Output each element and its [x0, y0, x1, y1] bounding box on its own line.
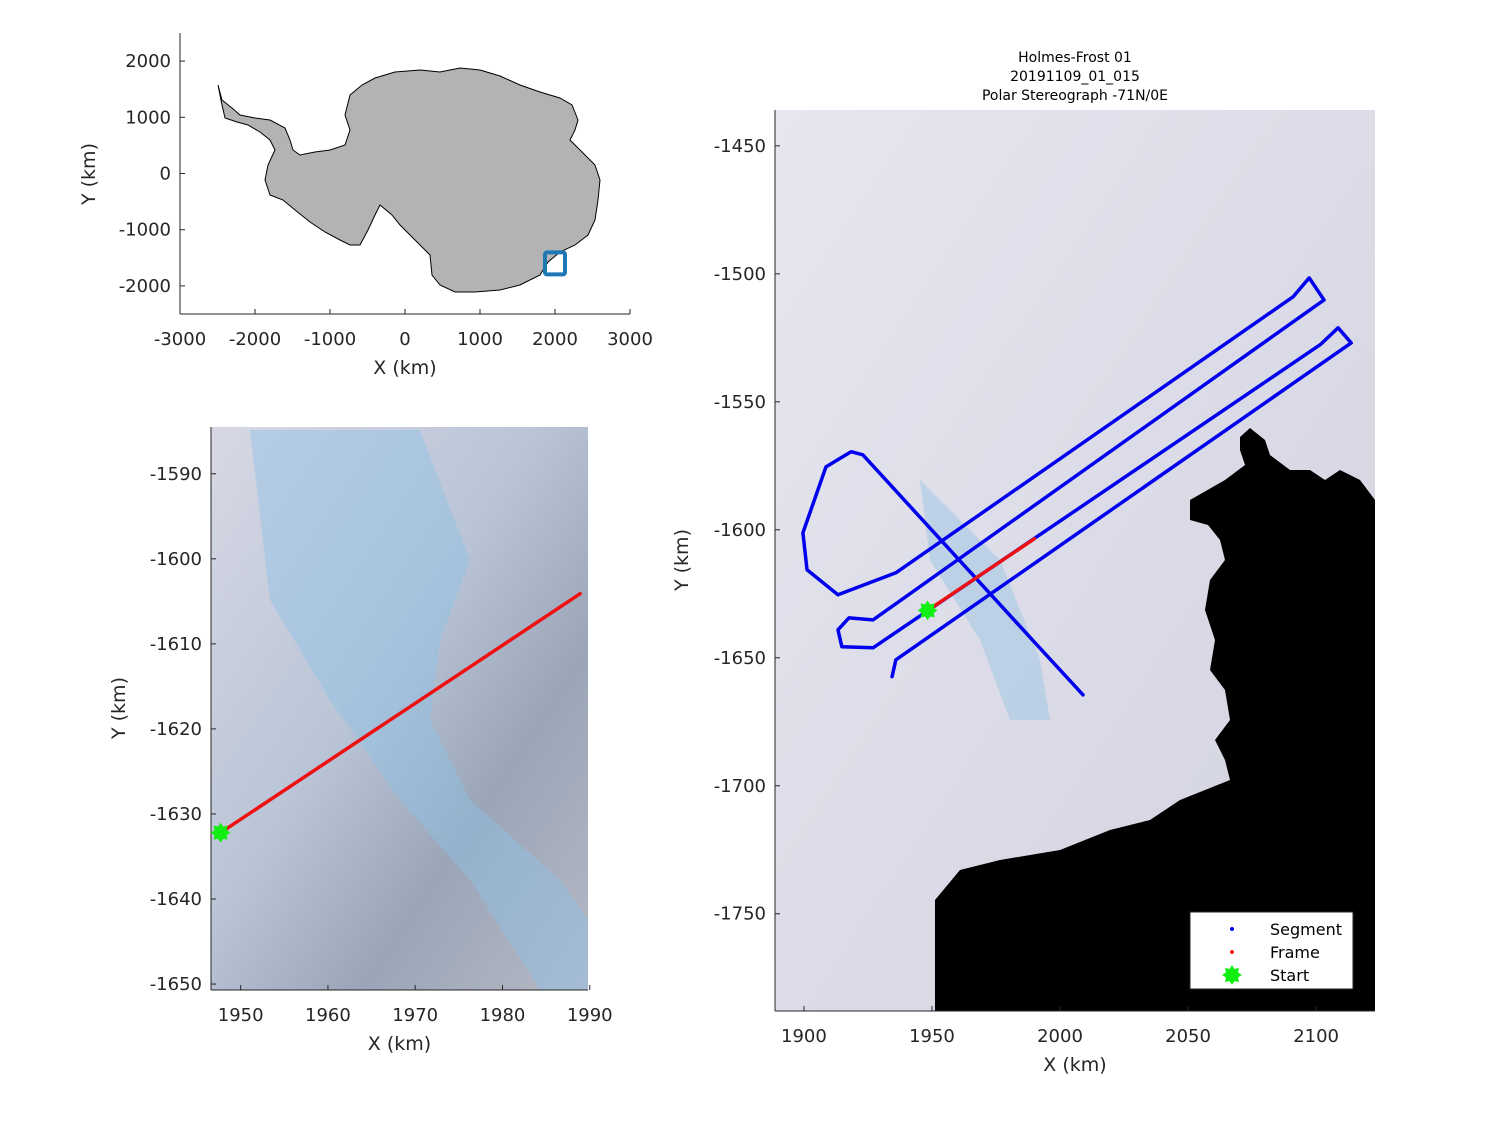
ocean	[935, 428, 1375, 1011]
x-tick-label: 2100	[1293, 1026, 1339, 1047]
x-axis-label: X (km)	[1043, 1054, 1106, 1076]
y-tick-label: -1650	[150, 974, 202, 995]
start-marker	[917, 600, 938, 621]
legend-frame-icon	[1230, 950, 1234, 954]
x-tick-label: 1970	[392, 1005, 438, 1026]
x-axis-label: X (km)	[368, 1033, 431, 1055]
y-tick-label: -1750	[714, 904, 766, 925]
x-tick-label: 3000	[607, 329, 653, 350]
x-tick-label: 1960	[305, 1005, 351, 1026]
x-tick-label: -1000	[304, 329, 356, 350]
x-tick-label: -2000	[229, 329, 281, 350]
y-tick-label: -1550	[714, 392, 766, 413]
frame-zoom-axes: 1950 1960 1970 1980 1990 -1590 -1600 -1610 -1620…	[108, 427, 613, 1055]
legend-label: Frame	[1270, 943, 1320, 962]
y-tick-label: -1630	[150, 804, 202, 825]
y-tick-label: -1450	[714, 136, 766, 157]
satellite-image	[211, 427, 588, 990]
y-tick-label: -1610	[150, 634, 202, 655]
frame-line	[925, 536, 1037, 613]
legend-box	[1189, 911, 1354, 990]
segment-line	[801, 276, 1353, 697]
y-tick-label: -2000	[119, 276, 171, 297]
x-tick-label: 1950	[218, 1005, 264, 1026]
y-tick-label: -1700	[714, 776, 766, 797]
figure-title: Holmes-Frost 01 20191109_01_015 Polar Ster…	[982, 50, 1168, 104]
antarctica-landmass	[217, 67, 601, 293]
y-tick-label: -1650	[714, 648, 766, 669]
y-tick-label: 1000	[125, 107, 171, 128]
x-tick-label: 1980	[480, 1005, 526, 1026]
y-tick-label: -1590	[150, 464, 202, 485]
title-line: Holmes-Frost 01	[1018, 50, 1132, 66]
x-tick-label: 0	[399, 329, 410, 350]
x-axis-label: X (km)	[373, 357, 436, 379]
segment-axes: 1900 1950 2000 2050 2100 -1450 -1500 -1550 -1600…	[671, 110, 1375, 1076]
x-tick-label: 1000	[457, 329, 503, 350]
title-line: 20191109_01_015	[1010, 69, 1140, 85]
x-tick-label: 1950	[909, 1026, 955, 1047]
meltwater-area	[920, 480, 1050, 720]
x-tick-label: 1900	[781, 1026, 827, 1047]
frame-line	[218, 591, 582, 835]
meltwater-area	[250, 430, 588, 990]
legend-segment-icon	[1230, 927, 1234, 931]
y-axis-label: Y (km)	[108, 677, 130, 740]
legend-label: Segment	[1270, 920, 1342, 939]
title-line: Polar Stereograph -71N/0E	[982, 88, 1168, 104]
y-axis-label: Y (km)	[671, 529, 693, 592]
y-tick-label: -1000	[119, 220, 171, 241]
y-tick-label: -1600	[714, 520, 766, 541]
x-tick-label: 2050	[1165, 1026, 1211, 1047]
x-tick-label: 1990	[567, 1005, 613, 1026]
x-tick-label: 2000	[1037, 1026, 1083, 1047]
legend: Segment Frame Start	[1189, 911, 1354, 990]
y-axis-label: Y (km)	[78, 143, 100, 206]
legend-label: Start	[1270, 966, 1309, 985]
y-tick-label: 2000	[125, 51, 171, 72]
start-marker	[210, 822, 231, 843]
y-tick-label: -1500	[714, 264, 766, 285]
locator-box	[543, 250, 567, 277]
y-tick-label: 0	[160, 164, 171, 185]
overview-axes: -3000 -2000 -1000 0 1000 2000 3000 2000 1000 0 -10…	[78, 33, 653, 379]
x-tick-label: -3000	[154, 329, 206, 350]
y-tick-label: -1600	[150, 549, 202, 570]
y-tick-label: -1620	[150, 719, 202, 740]
x-tick-label: 2000	[532, 329, 578, 350]
legend-start-icon	[1222, 965, 1242, 985]
y-tick-label: -1640	[150, 889, 202, 910]
